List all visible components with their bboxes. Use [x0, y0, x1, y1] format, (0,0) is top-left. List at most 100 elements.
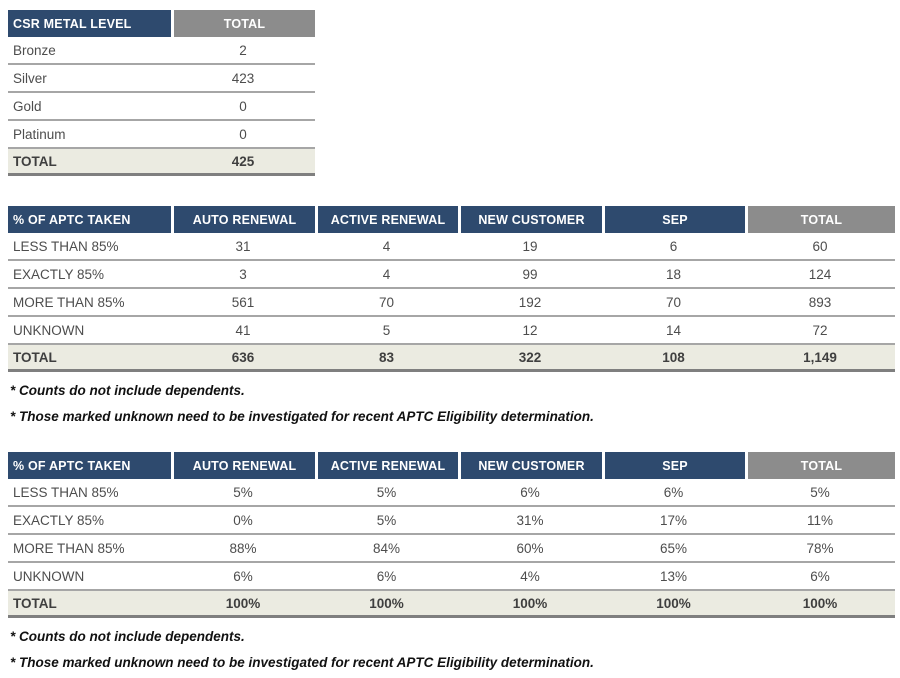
table-row: MORE THAN 85% 88% 84% 60% 65% 78% [8, 535, 895, 563]
csr-total-header: TOTAL [171, 10, 315, 37]
metal-level-value: 2 [171, 37, 315, 65]
row-label: EXACTLY 85% [8, 261, 171, 289]
total-value: 100% [745, 591, 895, 618]
auto-renewal-header: AUTO RENEWAL [171, 206, 315, 233]
percent-footnotes: * Counts do not include dependents. * Th… [8, 629, 895, 670]
metal-level-label: Bronze [8, 37, 171, 65]
table-row: EXACTLY 85% 0% 5% 31% 17% 11% [8, 507, 895, 535]
metal-level-value: 0 [171, 93, 315, 121]
row-label: LESS THAN 85% [8, 233, 171, 261]
cell-value: 5% [315, 479, 458, 507]
table-row: Platinum 0 [8, 121, 315, 149]
cell-value: 60 [745, 233, 895, 261]
footnote: * Those marked unknown need to be invest… [10, 409, 594, 424]
table-total-row: TOTAL 425 [8, 149, 315, 176]
cell-value: 6% [315, 563, 458, 591]
counts-footnotes: * Counts do not include dependents. * Th… [8, 383, 895, 424]
row-label: MORE THAN 85% [8, 289, 171, 317]
cell-value: 70 [602, 289, 745, 317]
table-row: Silver 423 [8, 65, 315, 93]
total-value: 108 [602, 345, 745, 372]
cell-value: 78% [745, 535, 895, 563]
auto-renewal-header: AUTO RENEWAL [171, 452, 315, 479]
sep-header: SEP [602, 452, 745, 479]
total-header: TOTAL [745, 206, 895, 233]
cell-value: 14 [602, 317, 745, 345]
cell-value: 88% [171, 535, 315, 563]
table-row: Gold 0 [8, 93, 315, 121]
cell-value: 11% [745, 507, 895, 535]
table-row: LESS THAN 85% 5% 5% 6% 6% 5% [8, 479, 895, 507]
aptc-counts-table: % OF APTC TAKEN AUTO RENEWAL ACTIVE RENE… [8, 206, 895, 372]
row-label: UNKNOWN [8, 317, 171, 345]
cell-value: 5% [315, 507, 458, 535]
cell-value: 6% [602, 479, 745, 507]
footnote: * Counts do not include dependents. [10, 383, 245, 398]
cell-value: 31 [171, 233, 315, 261]
table-row: UNKNOWN 6% 6% 4% 13% 6% [8, 563, 895, 591]
table-row: UNKNOWN 41 5 12 14 72 [8, 317, 895, 345]
cell-value: 70 [315, 289, 458, 317]
cell-value: 17% [602, 507, 745, 535]
row-label: EXACTLY 85% [8, 507, 171, 535]
metal-level-label: Silver [8, 65, 171, 93]
new-customer-header: NEW CUSTOMER [458, 206, 602, 233]
csr-metal-level-header: CSR METAL LEVEL [8, 10, 171, 37]
aptc-taken-header: % OF APTC TAKEN [8, 452, 171, 479]
cell-value: 6 [602, 233, 745, 261]
table-header-row: CSR METAL LEVEL TOTAL [8, 10, 315, 37]
table-header-row: % OF APTC TAKEN AUTO RENEWAL ACTIVE RENE… [8, 452, 895, 479]
cell-value: 65% [602, 535, 745, 563]
csr-metal-level-table: CSR METAL LEVEL TOTAL Bronze 2 Silver 42… [8, 10, 315, 176]
cell-value: 6% [171, 563, 315, 591]
table-header-row: % OF APTC TAKEN AUTO RENEWAL ACTIVE RENE… [8, 206, 895, 233]
total-value: 1,149 [745, 345, 895, 372]
cell-value: 19 [458, 233, 602, 261]
cell-value: 13% [602, 563, 745, 591]
cell-value: 12 [458, 317, 602, 345]
cell-value: 893 [745, 289, 895, 317]
cell-value: 84% [315, 535, 458, 563]
cell-value: 31% [458, 507, 602, 535]
cell-value: 4% [458, 563, 602, 591]
row-label: UNKNOWN [8, 563, 171, 591]
row-label: MORE THAN 85% [8, 535, 171, 563]
metal-level-value: 0 [171, 121, 315, 149]
table-row: MORE THAN 85% 561 70 192 70 893 [8, 289, 895, 317]
cell-value: 6% [458, 479, 602, 507]
cell-value: 4 [315, 233, 458, 261]
total-value: 100% [458, 591, 602, 618]
active-renewal-header: ACTIVE RENEWAL [315, 206, 458, 233]
cell-value: 192 [458, 289, 602, 317]
cell-value: 0% [171, 507, 315, 535]
total-header: TOTAL [745, 452, 895, 479]
total-value: 100% [602, 591, 745, 618]
footnote: * Counts do not include dependents. [10, 629, 245, 644]
row-label: LESS THAN 85% [8, 479, 171, 507]
metal-level-label: Gold [8, 93, 171, 121]
table-row: LESS THAN 85% 31 4 19 6 60 [8, 233, 895, 261]
total-label: TOTAL [8, 149, 171, 176]
metal-level-label: Platinum [8, 121, 171, 149]
total-label: TOTAL [8, 345, 171, 372]
cell-value: 561 [171, 289, 315, 317]
total-value: 425 [171, 149, 315, 176]
total-value: 322 [458, 345, 602, 372]
total-label: TOTAL [8, 591, 171, 618]
total-value: 100% [315, 591, 458, 618]
cell-value: 18 [602, 261, 745, 289]
table-total-row: TOTAL 100% 100% 100% 100% 100% [8, 591, 895, 618]
total-value: 100% [171, 591, 315, 618]
cell-value: 60% [458, 535, 602, 563]
aptc-percent-table: % OF APTC TAKEN AUTO RENEWAL ACTIVE RENE… [8, 452, 895, 618]
cell-value: 124 [745, 261, 895, 289]
table-row: EXACTLY 85% 3 4 99 18 124 [8, 261, 895, 289]
cell-value: 4 [315, 261, 458, 289]
cell-value: 41 [171, 317, 315, 345]
cell-value: 99 [458, 261, 602, 289]
table-row: Bronze 2 [8, 37, 315, 65]
new-customer-header: NEW CUSTOMER [458, 452, 602, 479]
aptc-taken-header: % OF APTC TAKEN [8, 206, 171, 233]
table-total-row: TOTAL 636 83 322 108 1,149 [8, 345, 895, 372]
